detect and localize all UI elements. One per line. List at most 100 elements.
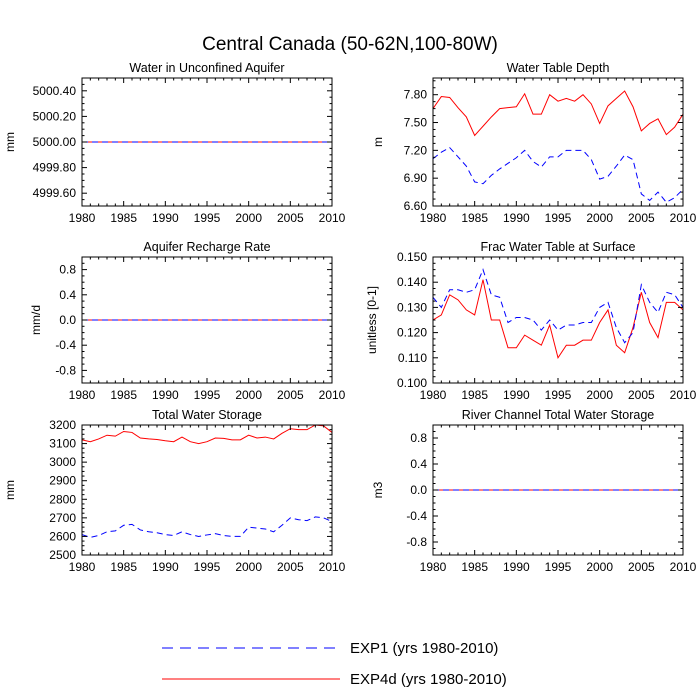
panel-title: River Channel Total Water Storage (462, 408, 655, 422)
y-tick-label: 2900 (49, 474, 76, 488)
x-tick-label: 1985 (461, 560, 488, 574)
x-tick-label: 1995 (545, 388, 572, 402)
y-tick-label: 0.8 (59, 263, 76, 277)
y-tick-label: 0.130 (397, 300, 427, 314)
y-tick-label: 6.90 (404, 171, 428, 185)
y-tick-label: 7.50 (404, 116, 428, 130)
series-line-exp1 (433, 146, 683, 203)
y-tick-label: 0.110 (398, 351, 427, 365)
plot-frame (432, 256, 684, 384)
x-tick-label: 1990 (503, 211, 530, 225)
y-tick-label: 2600 (49, 529, 76, 543)
x-tick-label: 1995 (194, 388, 221, 402)
y-tick-label: 0.100 (397, 376, 427, 390)
x-tick-label: 1980 (69, 388, 96, 402)
plot-frame (432, 77, 684, 207)
x-tick-label: 1985 (110, 388, 137, 402)
x-tick-label: 2000 (235, 560, 262, 574)
x-tick-label: 1980 (420, 560, 447, 574)
y-axis-label: mm (3, 132, 17, 152)
legend: EXP1 (yrs 1980-2010) EXP4d (yrs 1980-201… (162, 640, 507, 688)
x-tick-label: 2000 (586, 388, 613, 402)
y-tick-label: -0.4 (55, 338, 76, 352)
panels: 1980 1985 1990 1995 2000 2005 2010 4999.60 4999.… (3, 61, 697, 574)
panel-water-table-depth: 1980 1985 1990 1995 2000 2005 2010 6.60 6.90 7.20… (371, 61, 697, 225)
y-axis-label: unitless [0-1] (365, 286, 379, 354)
y-tick-label: 4999.80 (33, 161, 77, 175)
y-tick-label: 0.4 (410, 457, 427, 471)
x-tick-label: 2005 (277, 388, 304, 402)
x-tick-label: 1980 (420, 388, 447, 402)
x-tick-label: 2005 (628, 388, 655, 402)
y-tick-label: 0.0 (410, 483, 427, 497)
panel-title: Frac Water Table at Surface (481, 240, 636, 254)
series-line-exp1 (82, 516, 332, 538)
x-tick-label: 1995 (194, 211, 221, 225)
x-tick-label: 2000 (235, 211, 262, 225)
panel-title: Aquifer Recharge Rate (143, 240, 270, 254)
legend-label-exp4d: EXP4d (yrs 1980-2010) (350, 671, 507, 688)
y-tick-label: 0.150 (397, 250, 427, 264)
x-tick-label: 2005 (277, 560, 304, 574)
plot-frame (81, 424, 333, 556)
figure-title: Central Canada (50-62N,100-80W) (202, 34, 498, 55)
y-tick-label: -0.8 (406, 535, 427, 549)
x-tick-label: 1990 (152, 388, 179, 402)
x-tick-label: 1995 (545, 560, 572, 574)
panel-river-channel-total-water-storage: 1980 1985 1990 1995 2000 2005 2010 -0.8 -0.4 0.0 0… (371, 408, 697, 574)
panel-title: Water in Unconfined Aquifer (129, 61, 284, 75)
x-tick-label: 2000 (235, 388, 262, 402)
x-tick-label: 2000 (586, 560, 613, 574)
y-tick-label: 5000.40 (33, 84, 77, 98)
y-tick-label: 7.80 (404, 88, 428, 102)
y-tick-label: 2800 (49, 492, 76, 506)
series-line-exp4d (433, 90, 683, 137)
x-tick-label: 1990 (503, 560, 530, 574)
x-tick-label: 1980 (420, 211, 447, 225)
y-tick-label: 0.120 (397, 326, 427, 340)
x-tick-label: 1995 (194, 560, 221, 574)
y-tick-label: 0.8 (410, 431, 427, 445)
x-tick-label: 2010 (670, 388, 697, 402)
y-axis-label: m3 (371, 481, 385, 498)
y-tick-label: 3000 (49, 455, 76, 469)
y-tick-label: 0.4 (59, 288, 76, 302)
y-tick-label: 5000.20 (33, 109, 77, 123)
x-tick-label: 1985 (110, 211, 137, 225)
x-tick-label: 2005 (628, 211, 655, 225)
panel-aquifer-recharge-rate: 1980 1985 1990 1995 2000 2005 2010 -0.8 -0.4 0.0 0… (29, 240, 346, 402)
y-tick-label: 4999.60 (33, 186, 77, 200)
series-line-exp1 (433, 268, 683, 344)
x-tick-label: 2010 (319, 560, 346, 574)
x-tick-label: 1980 (69, 560, 96, 574)
x-tick-label: 1990 (152, 211, 179, 225)
panel-title: Water Table Depth (507, 61, 610, 75)
x-tick-label: 2010 (670, 211, 697, 225)
x-tick-label: 1985 (110, 560, 137, 574)
x-tick-label: 1990 (503, 388, 530, 402)
x-tick-label: 2005 (628, 560, 655, 574)
x-tick-label: 1985 (461, 211, 488, 225)
x-tick-label: 2010 (319, 211, 346, 225)
y-tick-label: 7.20 (404, 143, 428, 157)
panel-title: Total Water Storage (152, 408, 262, 422)
y-tick-label: 3200 (49, 418, 76, 432)
y-tick-label: 2700 (49, 511, 76, 525)
y-axis-label: mm/d (29, 305, 43, 335)
y-tick-label: -0.4 (406, 509, 427, 523)
y-tick-label: 2500 (49, 548, 76, 562)
y-tick-label: -0.8 (55, 363, 76, 377)
panel-total-water-storage: 1980 1985 1990 1995 2000 2005 2010 2500 2600 2700… (3, 408, 346, 574)
legend-label-exp1: EXP1 (yrs 1980-2010) (350, 640, 498, 657)
y-tick-label: 5000.00 (33, 135, 77, 149)
y-axis-label: mm (3, 480, 17, 500)
x-tick-label: 1985 (461, 388, 488, 402)
x-tick-label: 1995 (545, 211, 572, 225)
x-tick-label: 2000 (586, 211, 613, 225)
panel-frac-water-table-at-surface: 1980 1985 1990 1995 2000 2005 2010 0.100 0.110 0.… (365, 240, 697, 402)
x-tick-label: 2005 (277, 211, 304, 225)
x-tick-label: 1990 (152, 560, 179, 574)
y-axis-label: m (371, 137, 385, 147)
y-tick-label: 0.0 (59, 313, 76, 327)
x-tick-label: 1980 (69, 211, 96, 225)
